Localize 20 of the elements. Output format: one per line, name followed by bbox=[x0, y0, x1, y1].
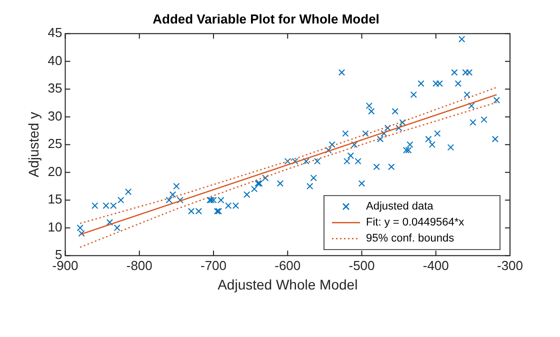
x-axis-title: Adjusted Whole Model bbox=[218, 276, 358, 292]
legend-label: Adjusted data bbox=[366, 200, 434, 213]
y-tick-label: 35 bbox=[48, 80, 62, 96]
legend-label: Fit: y = 0.0449564*x bbox=[366, 216, 465, 229]
y-tick-label: 30 bbox=[48, 108, 62, 124]
x-tick-label: -600 bbox=[274, 258, 301, 273]
x-tick-label: -700 bbox=[200, 258, 227, 273]
x-tick-label: -400 bbox=[422, 258, 449, 273]
x-tick-label: -800 bbox=[126, 258, 152, 273]
y-tick-label: 20 bbox=[48, 164, 62, 179]
y-tick-label: 10 bbox=[48, 219, 62, 234]
y-tick-label: 40 bbox=[48, 52, 62, 68]
x-tick-label: -500 bbox=[348, 258, 375, 273]
y-tick-label: 25 bbox=[48, 136, 62, 152]
y-tick-label: 15 bbox=[48, 192, 62, 207]
y-axis-title: Adjusted y bbox=[25, 112, 42, 178]
legend-label: 95% conf. bounds bbox=[366, 232, 455, 245]
y-tick-label: 45 bbox=[48, 25, 62, 40]
x-tick-label: -300 bbox=[496, 258, 524, 273]
chart-title: Added Variable Plot for Whole Model bbox=[152, 11, 380, 26]
